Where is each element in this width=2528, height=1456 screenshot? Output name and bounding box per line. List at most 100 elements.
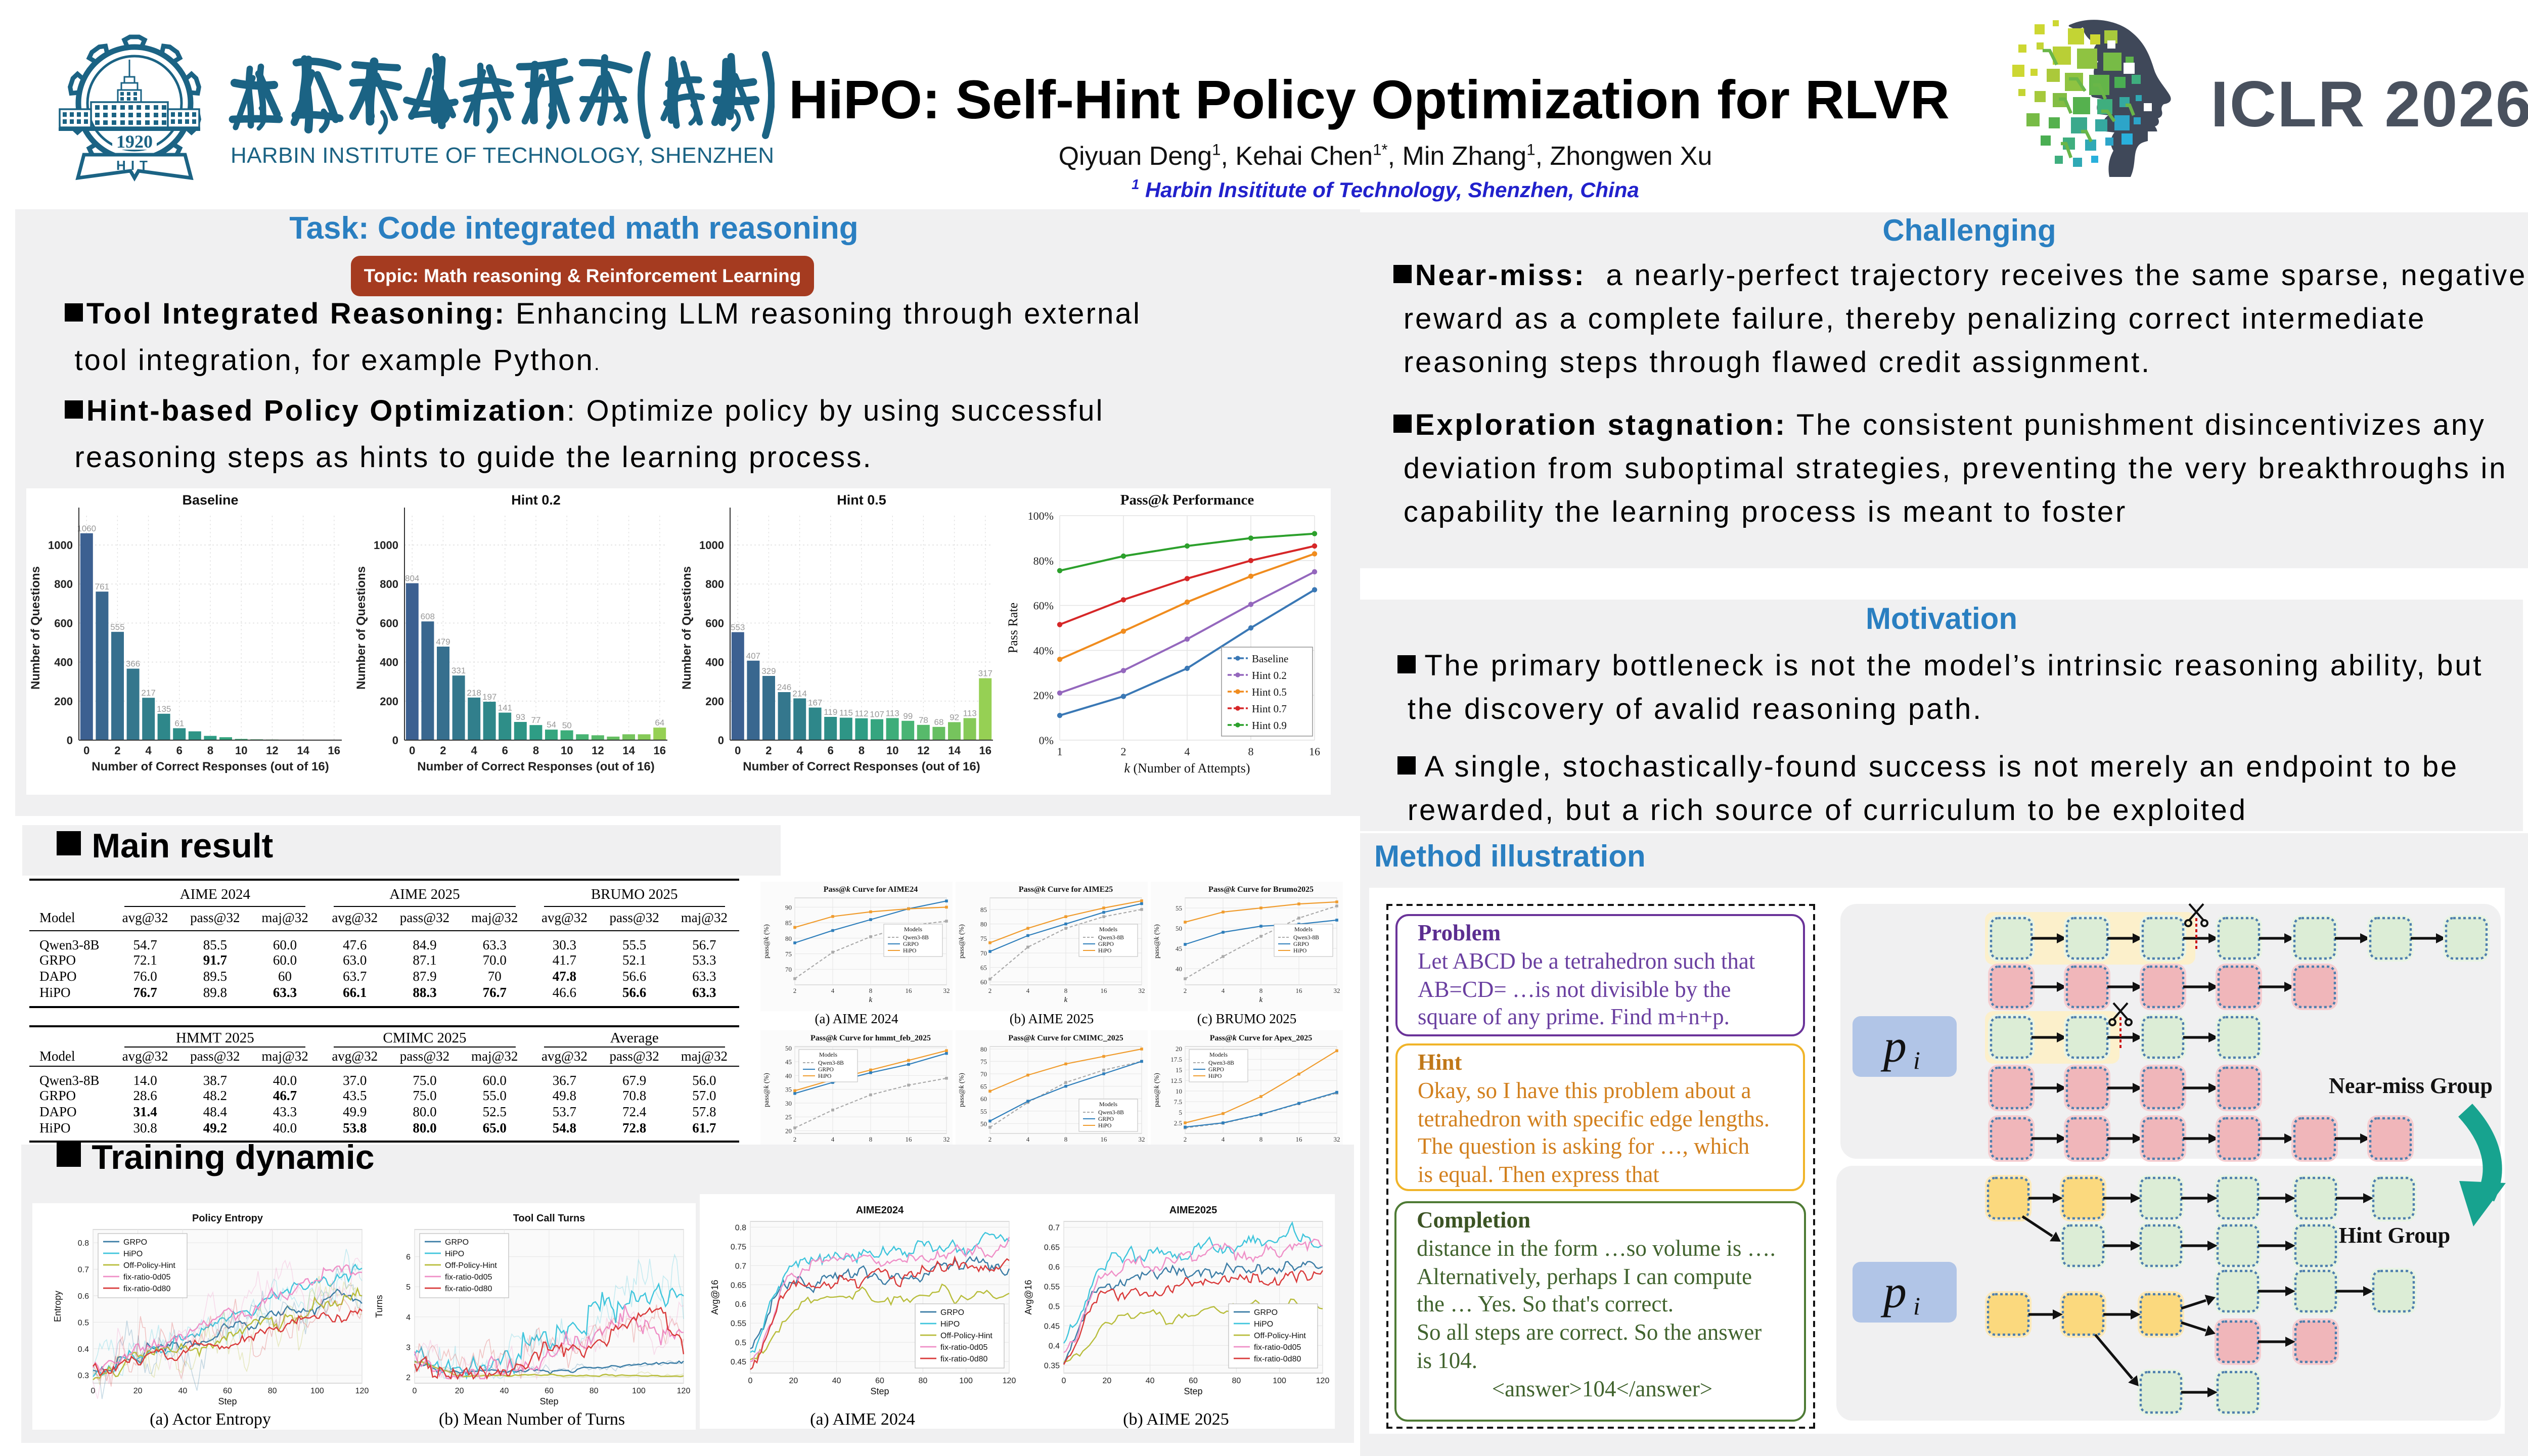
svg-text:10: 10 [886, 744, 898, 757]
svg-text:65: 65 [980, 964, 987, 972]
svg-text:0.7: 0.7 [1049, 1224, 1060, 1233]
svg-text:GRPO: GRPO [1098, 1116, 1114, 1122]
svg-text:Turns: Turns [374, 1295, 384, 1317]
svg-text:p: p [1880, 1020, 1907, 1072]
svg-text:50: 50 [562, 721, 572, 731]
svg-text:HiPO: HiPO [1098, 1122, 1111, 1129]
svg-text:135: 135 [157, 704, 171, 714]
svg-text:100%: 100% [1028, 510, 1054, 522]
svg-text:2: 2 [406, 1374, 411, 1382]
svg-text:4: 4 [1185, 745, 1190, 758]
svg-text:fix-ratio-0d05: fix-ratio-0d05 [940, 1343, 987, 1352]
svg-text:8: 8 [859, 744, 865, 757]
svg-text:HiPO: HiPO [445, 1250, 464, 1258]
svg-text:AIME2024: AIME2024 [856, 1205, 904, 1216]
svg-text:366: 366 [126, 659, 140, 669]
svg-text:pass@k (%): pass@k (%) [1153, 1073, 1161, 1107]
svg-text:0: 0 [67, 734, 73, 747]
svg-text:i: i [1913, 1292, 1920, 1320]
svg-text:fix-ratio-0d05: fix-ratio-0d05 [445, 1273, 492, 1282]
svg-text:fix-ratio-0d80: fix-ratio-0d80 [123, 1285, 170, 1293]
svg-text:2: 2 [1184, 987, 1187, 994]
svg-text:80: 80 [919, 1377, 928, 1385]
svg-text:50: 50 [980, 1120, 987, 1127]
svg-text:0.55: 0.55 [731, 1320, 746, 1328]
svg-text:4: 4 [1026, 987, 1030, 994]
svg-text:804: 804 [405, 574, 419, 583]
svg-text:i: i [1913, 1046, 1920, 1074]
svg-text:80: 80 [268, 1387, 277, 1395]
svg-text:0: 0 [735, 744, 741, 757]
svg-text:10: 10 [561, 744, 573, 757]
svg-text:3: 3 [406, 1343, 411, 1352]
svg-text:GRPO: GRPO [1098, 941, 1114, 947]
svg-text:8: 8 [1248, 745, 1254, 758]
svg-text:0: 0 [83, 744, 89, 757]
svg-text:0: 0 [409, 744, 415, 757]
svg-text:120: 120 [355, 1387, 369, 1395]
svg-text:Models: Models [904, 926, 922, 933]
svg-text:Avg@16: Avg@16 [710, 1280, 720, 1315]
svg-text:6: 6 [828, 744, 834, 757]
svg-text:0: 0 [748, 1377, 753, 1385]
svg-text:6: 6 [406, 1253, 411, 1262]
svg-text:60: 60 [545, 1387, 554, 1395]
svg-text:800: 800 [54, 578, 73, 590]
svg-text:16: 16 [328, 744, 340, 757]
svg-text:35: 35 [785, 1086, 792, 1094]
svg-text:115: 115 [839, 708, 853, 718]
svg-text:Hint 0.5: Hint 0.5 [1252, 686, 1287, 698]
svg-text:HiPO: HiPO [940, 1320, 960, 1329]
svg-text:55: 55 [980, 1108, 987, 1115]
svg-text:112: 112 [854, 709, 868, 718]
svg-text:0.7: 0.7 [78, 1266, 89, 1275]
svg-text:12: 12 [917, 744, 929, 757]
svg-text:pass@k (%): pass@k (%) [763, 924, 771, 959]
svg-text:0.45: 0.45 [731, 1358, 746, 1367]
svg-text:0.35: 0.35 [1044, 1361, 1060, 1370]
svg-text:407: 407 [746, 651, 760, 661]
svg-text:4: 4 [1026, 1135, 1030, 1143]
svg-text:Pass@k Curve for AIME25: Pass@k Curve for AIME25 [1019, 885, 1113, 894]
svg-text:Models: Models [1099, 926, 1117, 933]
svg-text:16: 16 [1101, 1135, 1108, 1143]
svg-text:600: 600 [705, 617, 724, 629]
svg-text:0: 0 [413, 1387, 417, 1395]
svg-text:Off-Policy-Hint: Off-Policy-Hint [1254, 1332, 1306, 1340]
svg-text:75: 75 [980, 935, 987, 942]
svg-text:40: 40 [500, 1387, 509, 1395]
svg-text:Qwen3-8B: Qwen3-8B [1098, 1109, 1124, 1116]
svg-text:Tool Call Turns: Tool Call Turns [513, 1213, 585, 1224]
svg-text:218: 218 [467, 688, 481, 698]
svg-text:14: 14 [622, 744, 635, 757]
svg-text:608: 608 [421, 612, 435, 621]
svg-text:fix-ratio-0d80: fix-ratio-0d80 [940, 1355, 987, 1363]
svg-text:317: 317 [978, 669, 992, 678]
svg-text:0.4: 0.4 [78, 1345, 89, 1354]
svg-text:200: 200 [705, 695, 724, 708]
svg-text:16: 16 [906, 1135, 913, 1143]
svg-text:32: 32 [943, 1135, 950, 1143]
svg-text:0: 0 [718, 734, 724, 747]
svg-text:HiPO: HiPO [1098, 947, 1111, 954]
svg-text:20: 20 [1176, 1045, 1182, 1053]
svg-text:17.5: 17.5 [1170, 1056, 1182, 1063]
svg-text:50: 50 [1176, 925, 1182, 932]
svg-text:14: 14 [297, 744, 309, 757]
svg-text:Qwen3-8B: Qwen3-8B [1208, 1060, 1234, 1066]
svg-text:fix-ratio-0d80: fix-ratio-0d80 [1254, 1355, 1301, 1363]
svg-text:k (Number of Attempts): k (Number of Attempts) [1124, 761, 1250, 776]
svg-text:4: 4 [831, 987, 835, 994]
svg-text:400: 400 [380, 656, 398, 669]
svg-text:2: 2 [1121, 745, 1126, 758]
svg-text:k: k [1259, 996, 1263, 1004]
svg-text:600: 600 [54, 617, 73, 629]
svg-text:6: 6 [502, 744, 508, 757]
svg-text:16: 16 [654, 744, 666, 757]
svg-text:Step: Step [1184, 1386, 1202, 1396]
svg-text:61: 61 [174, 718, 184, 728]
svg-text:16: 16 [979, 744, 991, 757]
svg-text:pass@k (%): pass@k (%) [763, 1073, 771, 1107]
svg-text:20: 20 [785, 1127, 792, 1135]
svg-text:70: 70 [980, 949, 987, 957]
